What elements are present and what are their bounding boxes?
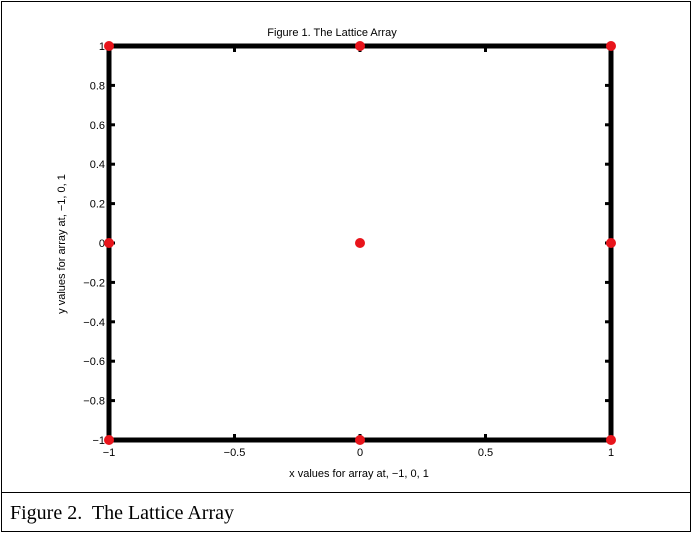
data-point [104,41,114,51]
y-tick-label: −0.4 [83,317,105,329]
y-tick-label: −1 [92,435,105,447]
figure-caption: Figure 2. The Lattice Array [10,502,235,524]
chart-title: Figure 1. The Lattice Array [267,27,397,39]
y-tick-label: 0.6 [90,120,105,132]
y-tick-label: −0.6 [83,356,105,368]
data-point [606,238,616,248]
data-point [355,435,365,445]
ticks-layer: −1 −0.5 0 0.5 1 −1 −0.8 −0.6 −0.4 −0.2 0 0.2 0.4 0.6 0… [83,41,614,459]
y-tick-label: −0.2 [83,277,105,289]
x-tick-label: −1 [103,447,116,459]
data-point [104,238,114,248]
y-tick-label: 1 [99,41,105,53]
chart-area: Figure 1. The Lattice Array x values for… [4,4,690,490]
scatter-chart: Figure 1. The Lattice Array x values for… [56,27,616,480]
data-point [606,41,616,51]
points-layer [104,41,616,445]
data-point [355,238,365,248]
x-tick-label: −0.5 [224,447,246,459]
y-tick-label: 0 [99,238,105,250]
y-tick-label: 0.4 [90,159,105,171]
x-axis-label: x values for array at, −1, 0, 1 [289,468,429,480]
y-axis-label: y values for array at, −1, 0, 1 [56,174,68,314]
y-tick-label: 0.8 [90,80,105,92]
data-point [104,435,114,445]
caption-divider [2,492,690,493]
x-tick-label: 0.5 [478,447,493,459]
x-tick-label: 0 [357,447,363,459]
x-tick-label: 1 [608,447,614,459]
y-tick-label: −0.8 [83,396,105,408]
data-point [355,41,365,51]
y-tick-label: 0.2 [90,199,105,211]
data-point [606,435,616,445]
